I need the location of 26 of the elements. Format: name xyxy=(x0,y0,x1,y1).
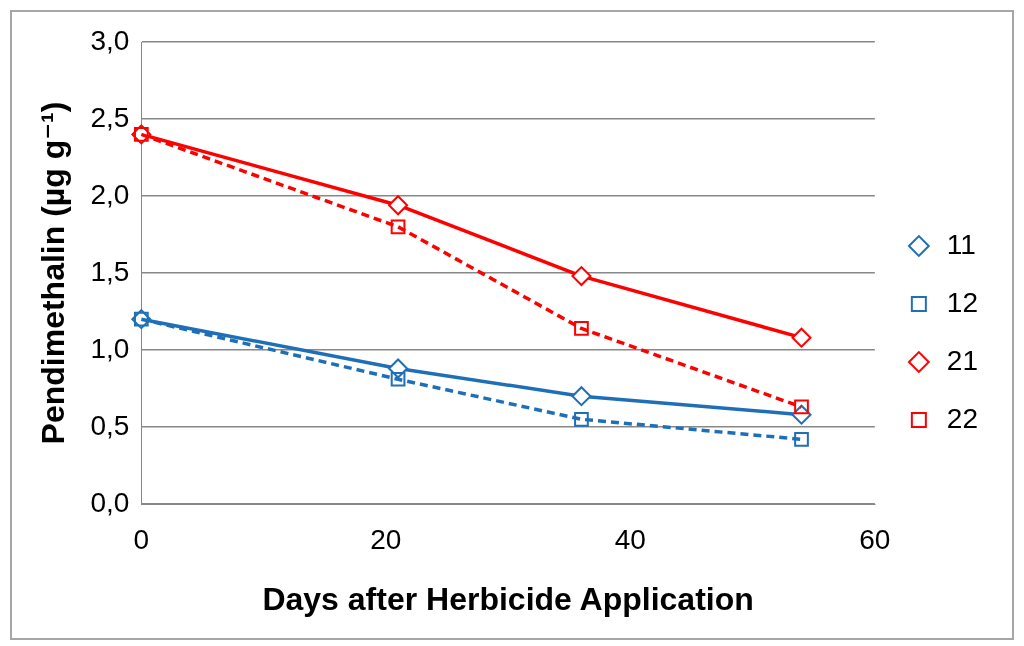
y-tick-label: 1,5 xyxy=(90,255,130,287)
x-tick-label: 0 xyxy=(133,523,150,555)
x-tick-label: 60 xyxy=(859,523,891,555)
point xyxy=(574,411,589,427)
point xyxy=(794,431,809,447)
y-tick-label: 2,0 xyxy=(90,178,130,210)
point xyxy=(791,327,812,348)
y-tick-label: 2,5 xyxy=(90,101,130,133)
point xyxy=(571,266,592,287)
y-tick-label: 0,5 xyxy=(90,409,130,441)
y-tick-label: 1,0 xyxy=(90,332,130,364)
point xyxy=(571,386,592,407)
x-tick-label: 20 xyxy=(370,523,402,555)
legend-label: 21 xyxy=(946,344,979,376)
legend-label: 11 xyxy=(946,228,976,260)
point xyxy=(388,195,409,216)
x-tick-label: 40 xyxy=(614,523,646,555)
x-axis-title: Days after Herbicide Application xyxy=(262,580,754,617)
y-tick-label: 3,0 xyxy=(90,24,130,56)
point xyxy=(390,371,406,387)
point xyxy=(574,321,589,336)
y-tick-label: 0,0 xyxy=(90,486,130,518)
legend-label: 12 xyxy=(946,286,979,318)
y-axis-title: Pendimethalin (µg g⁻¹) xyxy=(35,101,72,445)
point xyxy=(390,219,406,235)
legend-label: 22 xyxy=(946,402,979,434)
